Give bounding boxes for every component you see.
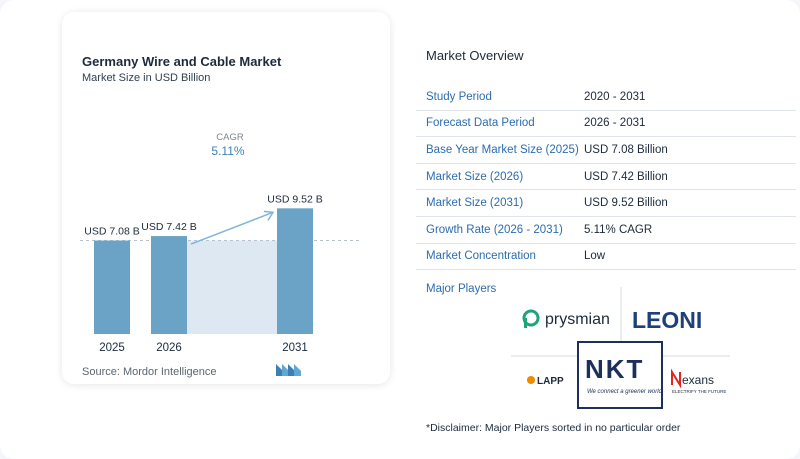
overview-table: Study Period 2020 - 2031 Forecast Data Per… [416,84,796,271]
overview-row-value: 2026 - 2031 [584,117,646,130]
cagr-arrow-line [190,211,274,245]
chart-card: Germany Wire and Cable Market Market Siz… [62,12,390,384]
overview-row: Base Year Market Size (2025) USD 7.08 Bil… [416,137,796,164]
overview-row: Market Size (2031) USD 9.52 Billion [416,190,796,217]
bar-2031 [277,208,313,334]
x-tick-label: 2025 [99,342,125,354]
overview-row-key: Study Period [426,90,492,103]
overview-row: Market Size (2026) USD 7.42 Billion [416,164,796,191]
overview-row-value: Low [584,250,606,263]
bar-2025 [94,240,130,334]
chart-subtitle: Market Size in USD Billion [82,72,211,84]
overview-title: Market Overview [426,48,524,63]
cagr-label: CAGR [216,132,244,143]
bar-value-label: USD 7.08 B [84,226,139,238]
overview-row-key: Market Concentration [426,250,536,263]
cagr-value: 5.11% [211,144,244,158]
overview-row-value: USD 7.42 Billion [584,170,668,183]
overview-row-key: Market Size (2026) [426,170,524,183]
growth-band [187,240,277,334]
bar-value-label: USD 7.42 B [141,221,196,233]
bar-value-label: USD 9.52 B [267,193,322,205]
overview-row-value: USD 7.08 Billion [584,143,668,156]
overview-row-key: Market Size (2031) [426,197,524,210]
overview-row-key: Forecast Data Period [426,117,535,130]
overview-row-key: Base Year Market Size (2025) [426,143,579,156]
x-tick-label: 2026 [156,342,182,354]
source-text: Source: Mordor Intelligence [82,366,217,378]
overview-row: Forecast Data Period 2026 - 2031 [416,111,796,138]
bar-2026 [151,236,187,334]
cagr-arrow-head [263,210,275,221]
overview-row-value: 5.11% CAGR [584,223,653,236]
overview-row: Growth Rate (2026 - 2031) 5.11% CAGR [416,217,796,244]
x-tick-label: 2031 [282,342,308,354]
players-title: Major Players [426,283,497,295]
disclaimer-text: *Disclaimer: Major Players sorted in no … [426,422,681,434]
bar-chart: USD 7.08 B 2025 USD 7.42 B 2026 USD 9.52 B 20… [80,132,362,354]
chart-title: Germany Wire and Cable Market [82,54,282,69]
overview-row: Market Concentration Low [416,244,796,271]
mordor-logo-icon [276,364,301,376]
overview-row: Study Period 2020 - 2031 [416,84,796,111]
overview-row-value: 2020 - 2031 [584,90,646,103]
overview-row-key: Growth Rate (2026 - 2031) [426,223,563,236]
overview-row-value: USD 9.52 Billion [584,197,668,210]
